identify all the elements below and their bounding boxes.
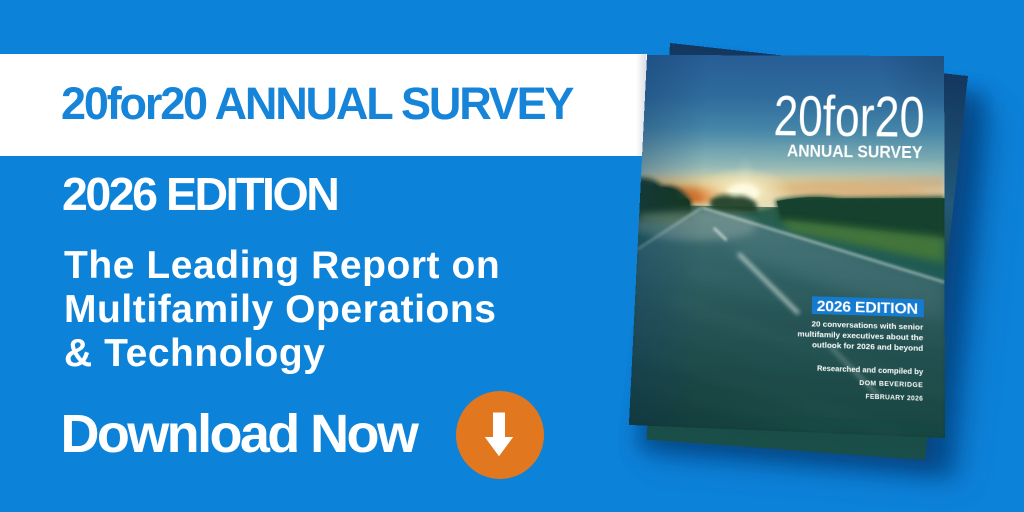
svg-text:DOM BEVERIDGE: DOM BEVERIDGE [859, 380, 923, 389]
svg-text:20 conversations with senior: 20 conversations with senior [811, 320, 923, 333]
svg-text:multifamily executives about t: multifamily executives about the [797, 330, 923, 343]
svg-text:ANNUAL SURVEY: ANNUAL SURVEY [787, 140, 923, 162]
svg-text:outlook for 2026 and beyond: outlook for 2026 and beyond [812, 340, 923, 353]
svg-text:FEBRUARY 2026: FEBRUARY 2026 [866, 394, 924, 403]
svg-text:2026 EDITION: 2026 EDITION [817, 296, 919, 317]
svg-text:20for20: 20for20 [773, 86, 925, 150]
svg-text:Researched and compiled by: Researched and compiled by [817, 365, 924, 377]
